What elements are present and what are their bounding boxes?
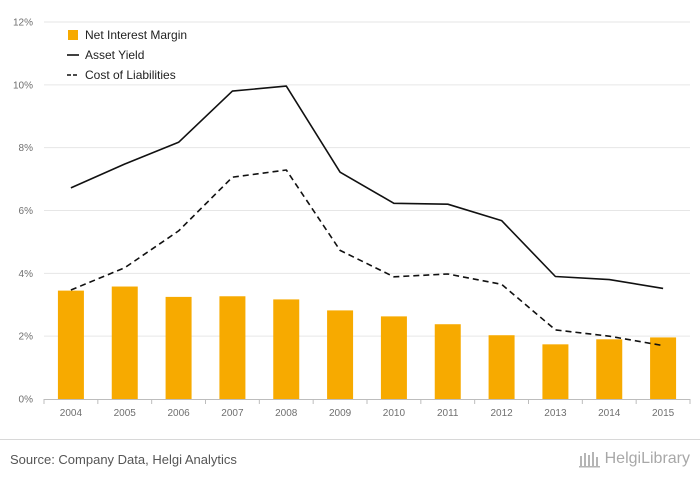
legend: Net Interest Margin Asset Yield Cost of Li… [67, 28, 187, 82]
x-tick-label: 2014 [598, 408, 621, 419]
bar [380, 316, 407, 399]
line-series [70, 85, 664, 347]
bar [650, 337, 677, 399]
legend-label: Asset Yield [85, 48, 144, 62]
bar [219, 296, 246, 399]
x-tick-label: 2006 [167, 408, 190, 419]
legend-label: Net Interest Margin [85, 28, 187, 42]
x-tick-label: 2009 [329, 408, 352, 419]
source-note: Source: Company Data, Helgi Analytics [10, 452, 237, 467]
footer: Source: Company Data, Helgi Analytics He… [0, 439, 700, 483]
x-tick-label: 2005 [114, 408, 137, 419]
y-tick-label: 2% [19, 332, 34, 343]
bar [57, 290, 84, 399]
bar [434, 324, 461, 399]
y-tick-label: 0% [19, 395, 34, 406]
x-tick-label: 2011 [437, 408, 459, 419]
y-tick-label: 4% [19, 269, 34, 280]
bar [542, 344, 569, 399]
gridlines [44, 21, 690, 337]
bar [488, 335, 515, 399]
brand-logo: HelgiLibrary [578, 450, 690, 468]
bar [111, 286, 138, 399]
legend-label: Cost of Liabilities [85, 68, 176, 82]
x-tick-label: 2004 [60, 408, 83, 419]
x-tick-label: 2015 [652, 408, 675, 419]
x-axis: 2004 2005 2006 2007 2008 2009 2010 2011 2012 2013… [43, 399, 691, 419]
y-tick-label: 8% [19, 143, 34, 154]
library-icon [578, 452, 600, 468]
brand-name: HelgiLibrary [604, 450, 690, 467]
y-tick-label: 6% [19, 206, 34, 217]
bar-series-net-interest-margin [57, 286, 677, 399]
line-cost-of-liabilities [70, 169, 664, 347]
y-tick-label: 12% [13, 18, 33, 29]
bar [273, 299, 300, 399]
bar [165, 296, 192, 399]
x-tick-label: 2008 [275, 408, 298, 419]
chart: 0%2%4%6%8%10%12% 2004 2005 2006 2007 2008 200… [13, 18, 691, 419]
bar [596, 339, 623, 399]
y-axis: 0% 2% 4% 6% 8% 10% 12% [13, 18, 33, 406]
bar [327, 310, 354, 399]
x-tick-label: 2010 [383, 408, 406, 419]
x-tick-label: 2012 [490, 408, 513, 419]
y-tick-label: 10% [13, 80, 33, 91]
x-tick-label: 2007 [221, 408, 244, 419]
line-asset-yield [70, 85, 664, 290]
x-tick-label: 2013 [544, 408, 567, 419]
legend-swatch [68, 30, 78, 40]
